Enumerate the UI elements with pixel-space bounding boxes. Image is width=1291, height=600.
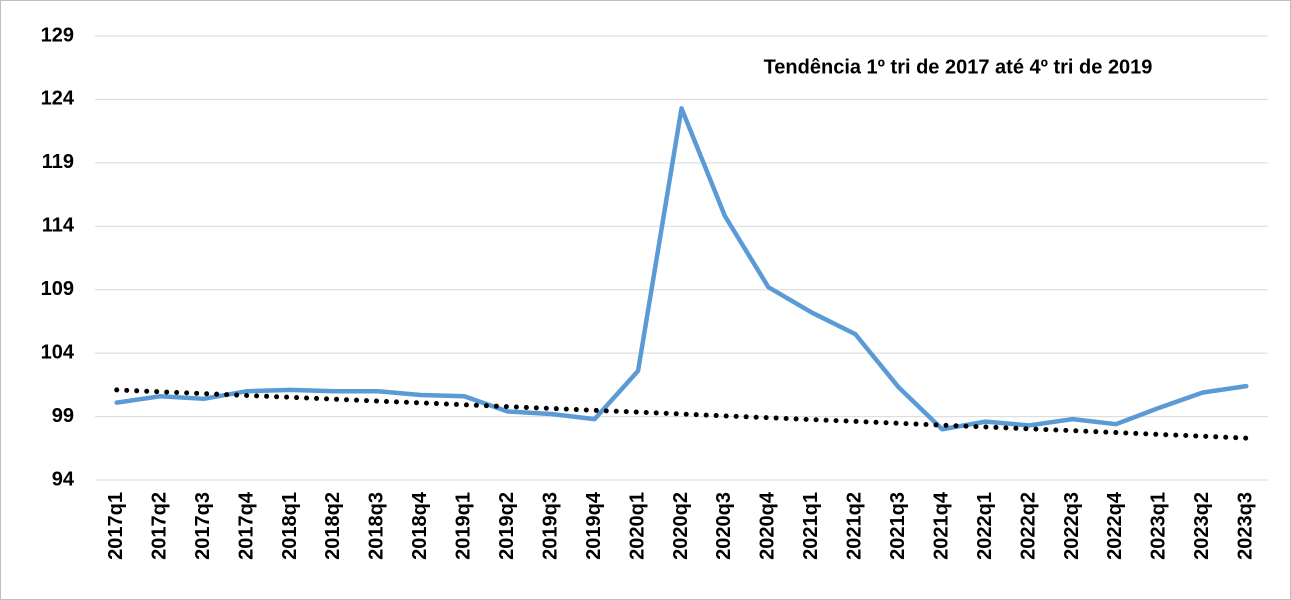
y-tick-label: 104 [41,341,75,363]
x-tick-label: 2019q1 [453,492,475,560]
x-tick-label: 2023q1 [1148,492,1170,560]
line-series [114,106,1249,432]
x-tick-label: 2017q1 [105,492,127,560]
y-tick-label: 109 [41,278,74,300]
x-tick-label: 2020q4 [757,491,779,560]
line-series [114,387,1249,441]
y-tick-label: 94 [52,468,75,490]
x-tick-label: 2023q2 [1191,492,1213,560]
x-tick-label: 2018q3 [366,492,388,560]
x-tick-label: 2020q1 [626,492,648,560]
y-tick-label: 119 [42,151,74,173]
x-tick-label: 2020q3 [713,492,735,560]
x-tick-label: 2017q2 [148,492,170,560]
x-tick-label: 2023q3 [1235,492,1257,560]
x-tick-label: 2021q1 [800,492,822,560]
x-tick-label: 2019q4 [583,491,605,560]
annotation: Tendência 1º tri de 2017 até 4º tri de 2… [764,56,1153,78]
x-tick-label: 2021q3 [887,492,909,560]
x-tick-label: 2020q2 [670,492,692,560]
x-tick-label: 2017q3 [192,492,214,560]
x-tick-label: 2022q2 [1017,492,1039,560]
x-tick-label: 2022q3 [1061,492,1083,560]
x-tick-label: 2018q4 [409,491,431,560]
y-tick-label: 114 [42,215,75,237]
x-tick-label: 2019q3 [539,492,561,560]
x-tick-label: 2018q2 [322,492,344,560]
y-tick-label: 124 [41,88,75,110]
x-tick-label: 2022q1 [974,492,996,560]
y-tick-label: 129 [41,24,74,46]
x-tick-label: 2022q4 [1104,491,1126,560]
y-tick-label: 99 [52,405,74,427]
x-tick-label: 2019q2 [496,492,518,560]
x-tick-label: 2021q4 [930,491,952,560]
x-tick-label: 2021q2 [844,492,866,560]
x-tick-label: 2018q1 [279,492,301,560]
x-tick-label: 2017q4 [235,491,257,560]
